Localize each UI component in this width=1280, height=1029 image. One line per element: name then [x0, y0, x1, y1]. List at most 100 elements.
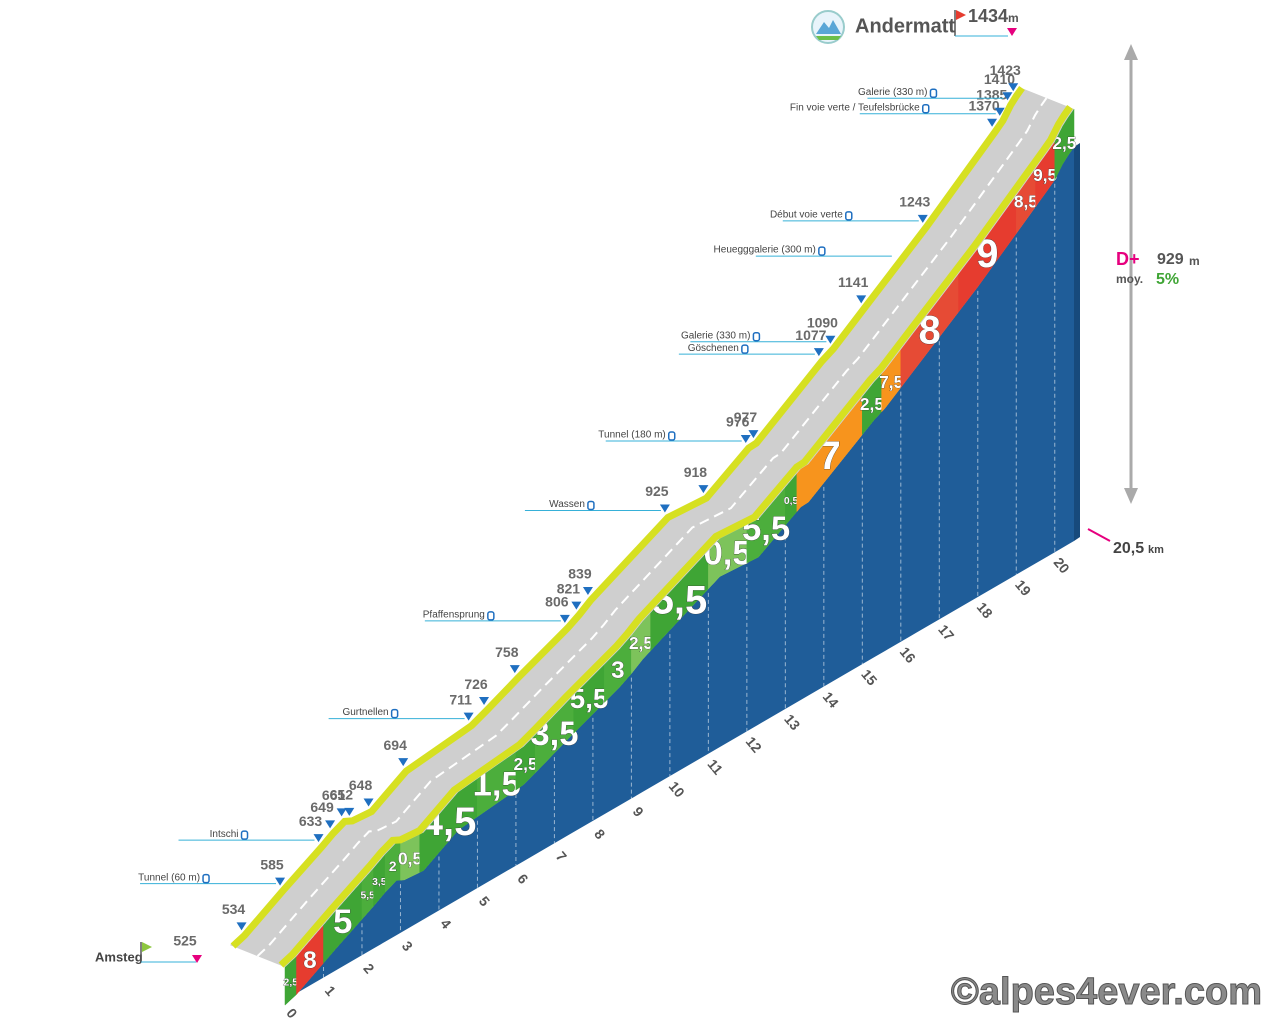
km-label: 15: [858, 666, 880, 688]
gain-arrow-head: [1124, 44, 1138, 60]
place-icon: [240, 830, 249, 840]
km-label: 0: [283, 1005, 300, 1021]
grade-label: 2,5: [860, 394, 884, 414]
altitude-label: 694: [384, 737, 408, 753]
km-label: 8: [591, 826, 608, 842]
place-label: Tunnel (60 m): [138, 872, 200, 883]
end-name: Andermatt: [855, 15, 955, 37]
grade-label: 3,5: [372, 877, 387, 888]
altitude-label: 918: [684, 464, 708, 480]
km-label: 12: [743, 733, 765, 755]
distance-value: 20,5: [1113, 540, 1144, 557]
altitude-label: 925: [645, 483, 669, 499]
place-label: Göschenen: [688, 343, 739, 354]
place-icon: [752, 331, 761, 342]
place-label: Galerie (330 m): [681, 330, 750, 341]
km-label: 17: [935, 621, 957, 643]
altitude-marker: [336, 808, 347, 817]
altitude-marker: [994, 107, 1005, 116]
grade-segment: [1054, 108, 1075, 180]
km-label: 6: [514, 871, 531, 887]
altitude-marker: [344, 807, 355, 816]
altitude-marker: [582, 586, 593, 595]
grade-label: 5,5: [570, 683, 609, 714]
km-label: 5: [476, 893, 493, 909]
km-label: 18: [974, 599, 996, 621]
place-label: Pfaffensprung: [423, 610, 485, 621]
profile-wall-shade: [1074, 143, 1080, 541]
altitude-label: 585: [260, 856, 284, 872]
grade-label: 2,5: [284, 977, 299, 988]
place-label: Tunnel (180 m): [598, 430, 665, 441]
profile-wall: [285, 147, 1074, 1006]
start-flag: [142, 942, 152, 952]
start-name: Amsteg: [95, 949, 143, 964]
altitude-label: 1370: [968, 97, 999, 113]
grade-label: 3,5: [530, 715, 578, 753]
km-label: 14: [820, 689, 842, 711]
grade-label: 7: [818, 434, 840, 478]
grade-label: 8,5: [1014, 192, 1038, 212]
title-icon-mountain: [816, 20, 841, 34]
altitude-label: 1243: [899, 194, 930, 210]
grade-label: 1,5: [473, 765, 521, 803]
altitude-marker: [192, 955, 202, 963]
title-icon-grass: [816, 36, 841, 40]
place-icon: [390, 708, 399, 719]
place-icon: [487, 611, 495, 621]
climb-value: 929: [1157, 251, 1184, 268]
grade-label: 0,5: [784, 496, 799, 507]
altitude-marker: [659, 504, 670, 513]
grade-label: 8: [303, 947, 316, 974]
end-altitude-unit: m: [1008, 11, 1019, 25]
altitude-label: 1090: [807, 314, 838, 330]
altitude-marker: [509, 665, 520, 674]
place-label: Intschi: [210, 829, 239, 840]
wall-layer: [285, 143, 1080, 1006]
average-value: 5%: [1156, 271, 1179, 288]
end-altitude: 1434: [968, 6, 1008, 26]
place-icon: [845, 211, 853, 221]
distance-unit: km: [1148, 544, 1164, 556]
altitude-marker: [313, 834, 324, 843]
altitude-label: 534: [222, 901, 246, 917]
altitude-marker: [1008, 83, 1019, 92]
climb-unit: m: [1189, 254, 1200, 268]
grade-label: 5,5: [361, 890, 376, 901]
altitude-label: 1423: [990, 62, 1021, 78]
altitude-marker: [987, 118, 998, 127]
km-label: 2: [360, 960, 377, 976]
source: ©alpes4ever.com: [951, 971, 1262, 1013]
label-layer: 0123456789101112131415161718192052553458…: [138, 28, 1111, 1021]
place-icon: [202, 873, 210, 884]
altitude-marker: [740, 435, 751, 444]
altitude-label: 1410: [984, 71, 1015, 87]
grade-label: 2,5: [514, 754, 538, 774]
km-label: 1: [322, 983, 339, 999]
altitude-marker: [813, 348, 824, 357]
place-icon: [667, 431, 676, 441]
altitude-marker: [856, 295, 867, 304]
altitude-label: 648: [349, 777, 373, 793]
altitude-marker: [398, 758, 409, 767]
altitude-marker: [275, 877, 286, 886]
place-label: Wassen: [549, 499, 585, 510]
altitude-label: 839: [568, 566, 592, 582]
km-label: 13: [781, 711, 803, 733]
altitude-marker: [1007, 28, 1017, 36]
altitude-marker: [748, 430, 759, 439]
altitude-label: 726: [464, 676, 488, 692]
altitude-label: 652: [330, 787, 354, 803]
grade-label: 9,5: [1033, 165, 1057, 185]
km-label: 3: [399, 938, 416, 954]
altitude-label: 821: [557, 580, 581, 596]
place-label: Fin voie verte / Teufelsbrücke: [790, 102, 920, 113]
altitude-label: 976: [726, 414, 750, 430]
altitude-marker: [463, 712, 474, 721]
altitude-label: 649: [310, 799, 334, 815]
altitude-marker: [479, 697, 490, 706]
altitude-label: 1141: [838, 274, 869, 290]
